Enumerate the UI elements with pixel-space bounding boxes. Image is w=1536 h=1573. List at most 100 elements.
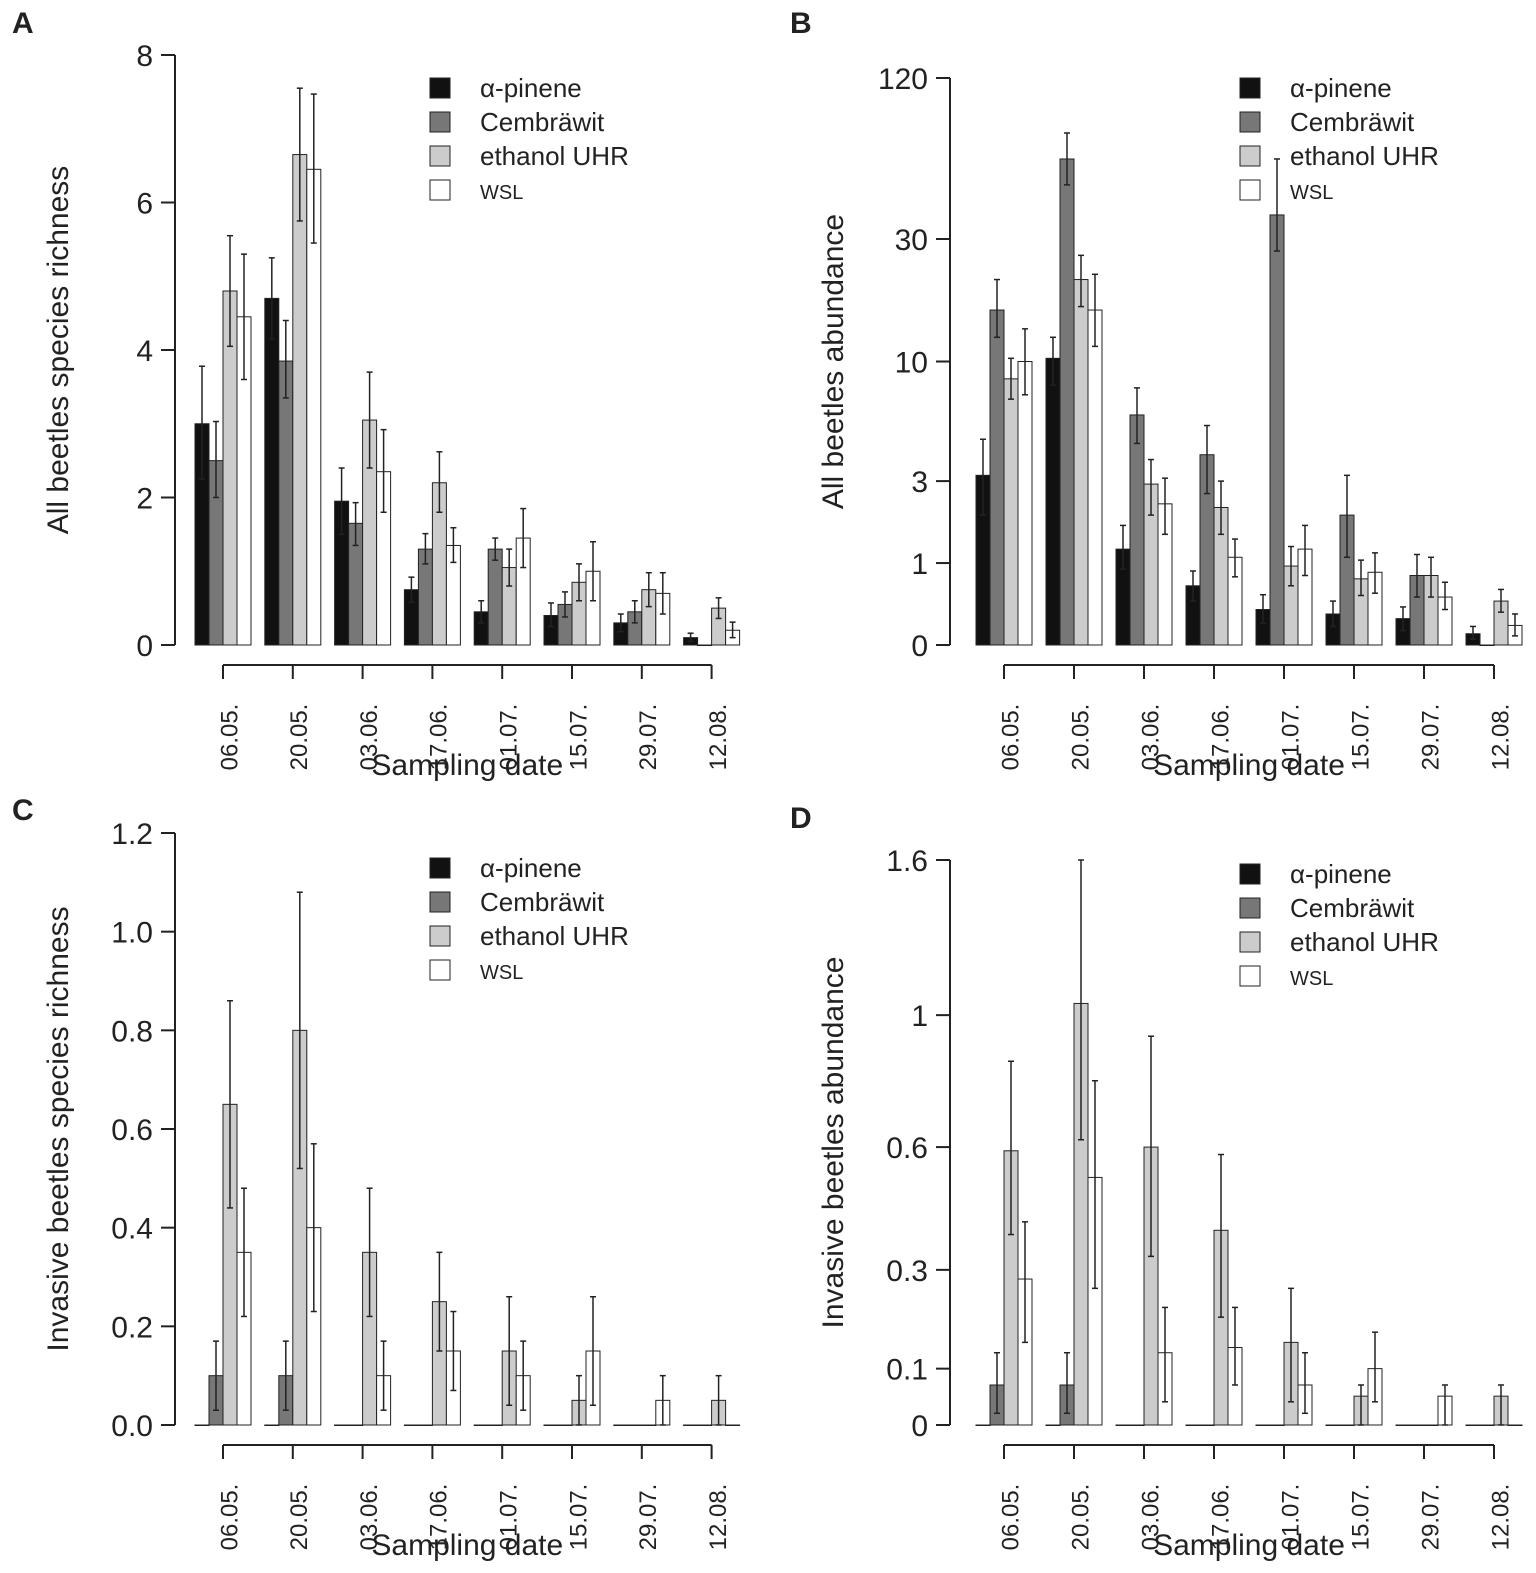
panel-b-bar-1 bbox=[1059, 158, 1075, 646]
panel-c-y-axis-label: Invasive beetles species richness bbox=[42, 906, 75, 1351]
panel-b-x-tick-label: 06.05. bbox=[997, 704, 1024, 771]
panel-c-legend-label: ethanol UHR bbox=[480, 921, 629, 951]
panel-b-x-tick-label: 03.06. bbox=[1137, 704, 1164, 771]
panel-b-bar-1 bbox=[989, 309, 1005, 646]
panel-c-bar-0 bbox=[683, 1424, 699, 1426]
panel-c-x-tick-label: 06.05. bbox=[216, 1484, 243, 1551]
panel-b-y-axis-label: All beetles abundance bbox=[817, 214, 850, 509]
panel-b-legend-swatch bbox=[1239, 77, 1261, 99]
panel-b-x-tick-label: 01.07. bbox=[1277, 704, 1304, 771]
panel-b-legend-swatch bbox=[1239, 179, 1261, 201]
panel-c-bar-0 bbox=[613, 1424, 629, 1426]
panel-c-legend-swatch bbox=[429, 857, 451, 879]
panel-d-y-tick-label: 0.1 bbox=[886, 1354, 928, 1387]
panel-d-bar-0 bbox=[1045, 1424, 1061, 1426]
panel-a-x-tick-label: 06.05. bbox=[216, 704, 243, 771]
panel-c-x-tick-label: 03.06. bbox=[356, 1484, 383, 1551]
panel-c-x-tick-label: 12.08. bbox=[705, 1484, 732, 1551]
panel-d-legend-swatch bbox=[1239, 931, 1261, 953]
panel-a-legend-label: α-pinene bbox=[480, 73, 582, 103]
panel-a-legend-label: WSL bbox=[480, 182, 523, 204]
panel-c-bar-0 bbox=[473, 1424, 489, 1426]
panel-c-bar-0 bbox=[334, 1424, 350, 1426]
panel-c-bar-0 bbox=[264, 1424, 280, 1426]
panel-a-bar-2 bbox=[292, 154, 308, 646]
panel-a-legend-swatch bbox=[429, 179, 451, 201]
panel-c-x-tick-label: 17.06. bbox=[426, 1484, 453, 1551]
panel-d-bar-0 bbox=[1115, 1424, 1131, 1426]
panel-c-y-tick-label: 0.0 bbox=[111, 1410, 153, 1443]
panel-d-bar-0 bbox=[1465, 1424, 1481, 1426]
panel-c-y-tick-label: 0.4 bbox=[111, 1213, 153, 1246]
panel-a-legend-swatch bbox=[429, 145, 451, 167]
panel-b-bar-3 bbox=[1017, 361, 1033, 646]
panel-d-x-tick-label: 06.05. bbox=[997, 1484, 1024, 1551]
panel-c-bar-2 bbox=[641, 1424, 657, 1426]
panel-c-x-tick-label: 29.07. bbox=[635, 1484, 662, 1551]
panel-b-y-tick-label: 3 bbox=[911, 466, 928, 499]
panel-b-bar-1 bbox=[1479, 644, 1495, 646]
panel-d-bar-0 bbox=[1185, 1424, 1201, 1426]
panel-b-y-tick-label: 120 bbox=[878, 63, 928, 96]
panel-b-bar-3 bbox=[1087, 309, 1103, 646]
panel-d-bar-1 bbox=[1129, 1424, 1145, 1426]
panel-d-y-tick-label: 1 bbox=[911, 1000, 928, 1033]
panel-d-bar-0 bbox=[1255, 1424, 1271, 1426]
panel-d-bar-0 bbox=[1395, 1424, 1411, 1426]
panel-c-y-tick-label: 1.2 bbox=[111, 818, 153, 851]
panel-d-letter: D bbox=[790, 802, 812, 835]
panel-b-bar-2 bbox=[1003, 378, 1019, 646]
panel-d-legend-swatch bbox=[1239, 897, 1261, 919]
panel-d-legend-label: ethanol UHR bbox=[1290, 927, 1439, 957]
panel-b-bar-2 bbox=[1073, 279, 1089, 646]
panel-d-x-axis-label: Sampling date bbox=[1153, 1529, 1345, 1562]
panel-b-x-tick-label: 29.07. bbox=[1417, 704, 1444, 771]
panel-c-y-tick-label: 0.2 bbox=[111, 1311, 153, 1344]
panel-b-legend-label: WSL bbox=[1290, 182, 1333, 204]
panel-d-x-tick-label: 03.06. bbox=[1137, 1484, 1164, 1551]
panel-c-bar-1 bbox=[417, 1424, 433, 1426]
panel-b-bar-0 bbox=[1045, 357, 1061, 646]
panel-b-bar-1 bbox=[1129, 414, 1145, 646]
panel-d-legend-label: WSL bbox=[1290, 968, 1333, 990]
panel-d-y-axis-label: Invasive beetles abundance bbox=[817, 957, 850, 1329]
panel-a-letter: A bbox=[12, 7, 34, 40]
panel-a-bar-1 bbox=[278, 360, 294, 646]
panel-c-bar-1 bbox=[627, 1424, 643, 1426]
panel-b-legend-label: Cembräwit bbox=[1290, 107, 1415, 137]
panel-c-bar-1 bbox=[348, 1424, 364, 1426]
panel-d-y-tick-label: 1.6 bbox=[886, 845, 928, 878]
panel-a-y-tick-label: 0 bbox=[136, 630, 153, 663]
panel-d-bar-0 bbox=[975, 1424, 991, 1426]
panel-c-legend-label: Cembräwit bbox=[480, 887, 605, 917]
panel-c-letter: C bbox=[12, 794, 34, 827]
panel-d-x-tick-label: 17.06. bbox=[1207, 1484, 1234, 1551]
panel-b-letter: B bbox=[790, 7, 812, 40]
panel-d-bar-3 bbox=[1507, 1424, 1523, 1426]
panel-b-y-tick-label: 10 bbox=[895, 347, 928, 380]
panel-a-bar-0 bbox=[264, 297, 280, 646]
panel-a-y-tick-label: 2 bbox=[136, 483, 153, 516]
panel-d-x-tick-label: 29.07. bbox=[1417, 1484, 1444, 1551]
panel-c-legend-swatch bbox=[429, 891, 451, 913]
panel-a-x-tick-label: 17.06. bbox=[426, 704, 453, 771]
panel-c-y-tick-label: 0.6 bbox=[111, 1114, 153, 1147]
panel-a-x-tick-label: 15.07. bbox=[565, 704, 592, 771]
panel-b-legend-swatch bbox=[1239, 111, 1261, 133]
panel-a-bar-1 bbox=[487, 548, 503, 646]
panel-a-y-tick-label: 4 bbox=[136, 335, 153, 368]
panel-d-bar-2 bbox=[1423, 1424, 1439, 1426]
panel-c-bar-1 bbox=[557, 1424, 573, 1426]
panel-a-legend-label: Cembräwit bbox=[480, 107, 605, 137]
panel-d-bar-1 bbox=[1199, 1424, 1215, 1426]
panel-d-y-tick-label: 0.6 bbox=[886, 1132, 928, 1165]
panel-d-bar-1 bbox=[1479, 1424, 1495, 1426]
panel-c-bar-0 bbox=[194, 1424, 210, 1426]
panel-d-x-tick-label: 01.07. bbox=[1277, 1484, 1304, 1551]
panel-d-legend-label: Cembräwit bbox=[1290, 893, 1415, 923]
panel-c-bar-1 bbox=[487, 1424, 503, 1426]
panel-b-x-tick-label: 17.06. bbox=[1207, 704, 1234, 771]
panel-a-y-tick-label: 6 bbox=[136, 188, 153, 221]
panel-c-legend-label: WSL bbox=[480, 962, 523, 984]
